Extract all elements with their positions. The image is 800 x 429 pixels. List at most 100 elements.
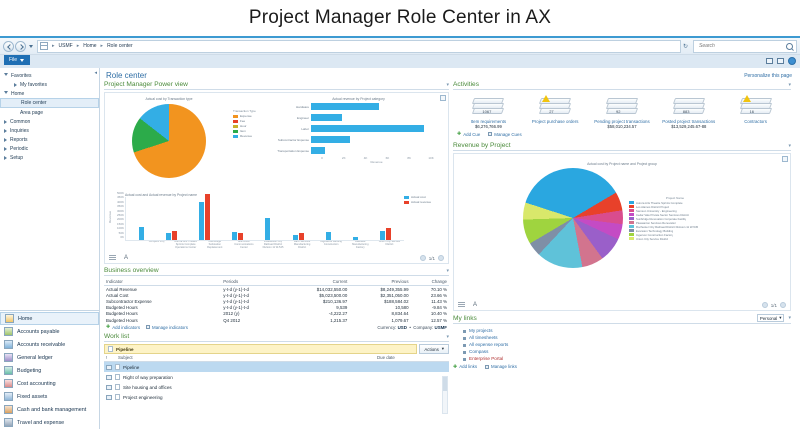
- activity-tile[interactable]: 92 Pending project transactions $58,010,23…: [593, 96, 651, 129]
- chevron-down-icon[interactable]: ▾: [788, 142, 791, 149]
- cell-period: y-t-d (y-1)-t-d: [223, 286, 249, 292]
- refresh-icon[interactable]: ↻: [682, 43, 688, 50]
- chevron-down-icon[interactable]: ▾: [446, 267, 449, 274]
- work-list-row[interactable]: Project engineering: [104, 392, 449, 402]
- search-input[interactable]: [697, 42, 786, 50]
- tree-item-setup[interactable]: Setup: [0, 153, 99, 162]
- table-view-icon[interactable]: [458, 302, 465, 309]
- tree-item-reports[interactable]: Reports: [0, 135, 99, 144]
- revenue-pager[interactable]: 1/1: [761, 302, 786, 309]
- table-row[interactable]: Actual Revenue y-t-d (y-1)-t-d $14,032,550…: [104, 286, 449, 293]
- chevron-down-icon[interactable]: ▾: [446, 333, 449, 340]
- tree-item-favorites[interactable]: Favorites: [0, 71, 99, 80]
- table-row[interactable]: Budgeted Hours y-t-d (y-1)-t-d 9,539 10,580…: [104, 305, 449, 311]
- my-link-item[interactable]: Enterprise Portal: [463, 356, 791, 363]
- work-list-row[interactable]: Pipeline: [104, 362, 449, 373]
- x-category-label: Pleasanton City Railroad District Divisi…: [262, 240, 284, 249]
- work-list-scrollbar[interactable]: [442, 376, 448, 415]
- table-row[interactable]: Budgeted Hours 2012 (y) -4,222.27 8,834.64 1…: [104, 311, 449, 317]
- module-item-budgeting[interactable]: Budgeting: [0, 364, 99, 377]
- revenue-chart-canvas[interactable]: Actual cost by Project name and Project …: [453, 153, 791, 312]
- link-scope-select[interactable]: Personal ▾: [756, 314, 785, 323]
- activity-tile[interactable]: 883 Posted project transactions $13,529,24…: [660, 96, 718, 129]
- tree-item-area-page[interactable]: Area page: [0, 108, 99, 117]
- power-view-pager[interactable]: 1/1: [419, 255, 444, 261]
- module-item-fixed-assets[interactable]: Fixed assets: [0, 390, 99, 403]
- next-page-icon[interactable]: [780, 302, 786, 309]
- revenue-by-category-bar-chart[interactable]: Actual revenue by Project category Hardw…: [273, 93, 448, 193]
- chevron-down-icon[interactable]: ▾: [788, 315, 791, 322]
- expand-icon[interactable]: [782, 156, 788, 163]
- manage-links-link[interactable]: Manage links: [485, 364, 517, 370]
- tree-item-my-favorites[interactable]: My favorites: [0, 80, 99, 89]
- plus-icon: ✚: [106, 324, 111, 331]
- add-indicators-link[interactable]: ✚ Add indicators: [106, 324, 140, 330]
- previous-page-icon[interactable]: [419, 255, 426, 261]
- cell-change: 70.10 %: [430, 286, 447, 292]
- tree-item-inquiries[interactable]: Inquiries: [0, 126, 99, 135]
- tree-item-periodic[interactable]: Periodic: [0, 144, 99, 153]
- breadcrumb-item-company[interactable]: USMF: [58, 43, 73, 49]
- breadcrumb-item-home[interactable]: Home: [83, 43, 97, 49]
- add-cue-link[interactable]: ✚ Add Cue: [457, 131, 480, 137]
- back-button[interactable]: [3, 40, 14, 52]
- work-list-row[interactable]: Right of way preparation: [104, 372, 449, 382]
- module-item-accounts-payable[interactable]: Accounts payable: [0, 325, 99, 338]
- tree-item-role-center[interactable]: Role center: [0, 98, 99, 108]
- activity-tile[interactable]: 27 Project purchase orders: [526, 95, 584, 129]
- activity-tile[interactable]: 16 Contractors: [727, 95, 785, 129]
- revenue-pie-chart[interactable]: Project Name Aurora Arts Theatre Sprints…: [454, 168, 790, 269]
- module-item-cost-accounting[interactable]: Cost accounting: [0, 377, 99, 390]
- module-item-accounts-receivable[interactable]: Accounts receivable: [0, 338, 99, 351]
- my-link-item[interactable]: Compass: [463, 349, 791, 356]
- bar-group: [379, 197, 391, 240]
- module-item-home[interactable]: Home: [0, 312, 99, 325]
- work-list-row[interactable]: Site housing and offices: [104, 382, 449, 392]
- cost-revenue-column-chart[interactable]: Revenue 0K 50K 100K 150K 200K 250K 300K 350K 400…: [108, 191, 404, 253]
- next-page-icon[interactable]: [438, 255, 444, 261]
- module-item-travel-and-expense[interactable]: Travel and expense: [0, 416, 99, 429]
- breadcrumb-bar[interactable]: ▸ USMF ▸ Home ▸ Role center: [37, 39, 681, 53]
- power-view-canvas[interactable]: Actual cost by Transaction type Transact…: [104, 92, 449, 264]
- table-row[interactable]: Budgeted Hours Q4 2012 1,215.37 1,079.67 12.…: [104, 317, 449, 323]
- manage-cues-link[interactable]: Manage Cues: [488, 131, 522, 137]
- work-list-group-bar[interactable]: Pipeline: [104, 344, 418, 355]
- file-menu-button[interactable]: File: [4, 55, 31, 65]
- my-link-item[interactable]: All expense reports: [463, 342, 791, 349]
- activity-label: Project purchase orders: [531, 119, 579, 124]
- tree-item-home[interactable]: Home: [0, 89, 99, 98]
- collapse-pane-icon[interactable]: ◂: [94, 70, 97, 76]
- personalize-page-link[interactable]: Personalize this page: [744, 72, 792, 79]
- transaction-type-pie-chart[interactable]: Actual cost by Transaction type: [105, 93, 233, 193]
- search-icon[interactable]: [786, 42, 793, 50]
- chevron-down-icon[interactable]: ▾: [446, 81, 449, 88]
- my-link-item[interactable]: My projects: [463, 328, 791, 335]
- help-button[interactable]: [788, 57, 796, 65]
- y-axis-label: Revenue: [108, 210, 113, 224]
- minimize-button[interactable]: [766, 58, 773, 64]
- scrollbar-thumb[interactable]: [443, 377, 447, 392]
- revenue-legend: Project Name Aurora Arts Theatre Sprints…: [629, 196, 721, 241]
- history-dropdown-icon[interactable]: [29, 44, 33, 48]
- add-links-link[interactable]: ✚ Add links: [453, 364, 477, 370]
- activity-tile[interactable]: 1067 Item requirements $6,276,766.99: [459, 96, 517, 129]
- actions-button[interactable]: Actions ▾: [419, 344, 449, 355]
- manage-indicators-link[interactable]: Manage indicators: [146, 324, 188, 330]
- expand-icon[interactable]: [440, 95, 446, 101]
- table-row[interactable]: Actual Cost y-t-d (y-1)-t-d $5,023,500.00 $…: [104, 292, 449, 298]
- module-item-cash-and-bank-management[interactable]: Cash and bank management: [0, 403, 99, 416]
- bar-category-label: Transportation Expense: [277, 148, 309, 153]
- module-item-general-ledger[interactable]: General ledger: [0, 351, 99, 364]
- previous-page-icon[interactable]: [761, 302, 768, 309]
- filter-icon[interactable]: A: [473, 302, 478, 309]
- restore-button[interactable]: [777, 58, 784, 64]
- my-link-item[interactable]: All timesheets: [463, 335, 791, 342]
- tree-item-common[interactable]: Common: [0, 117, 99, 126]
- table-row[interactable]: Subcontractor Expense y-t-d (y-1)-t-d $210…: [104, 298, 449, 304]
- chevron-down-icon[interactable]: ▾: [788, 81, 791, 88]
- filter-icon[interactable]: A: [124, 255, 129, 261]
- table-view-icon[interactable]: [109, 255, 116, 261]
- search-box[interactable]: [693, 39, 797, 53]
- forward-button[interactable]: [15, 40, 26, 52]
- breadcrumb-item-rolecenter[interactable]: Role center: [107, 43, 133, 49]
